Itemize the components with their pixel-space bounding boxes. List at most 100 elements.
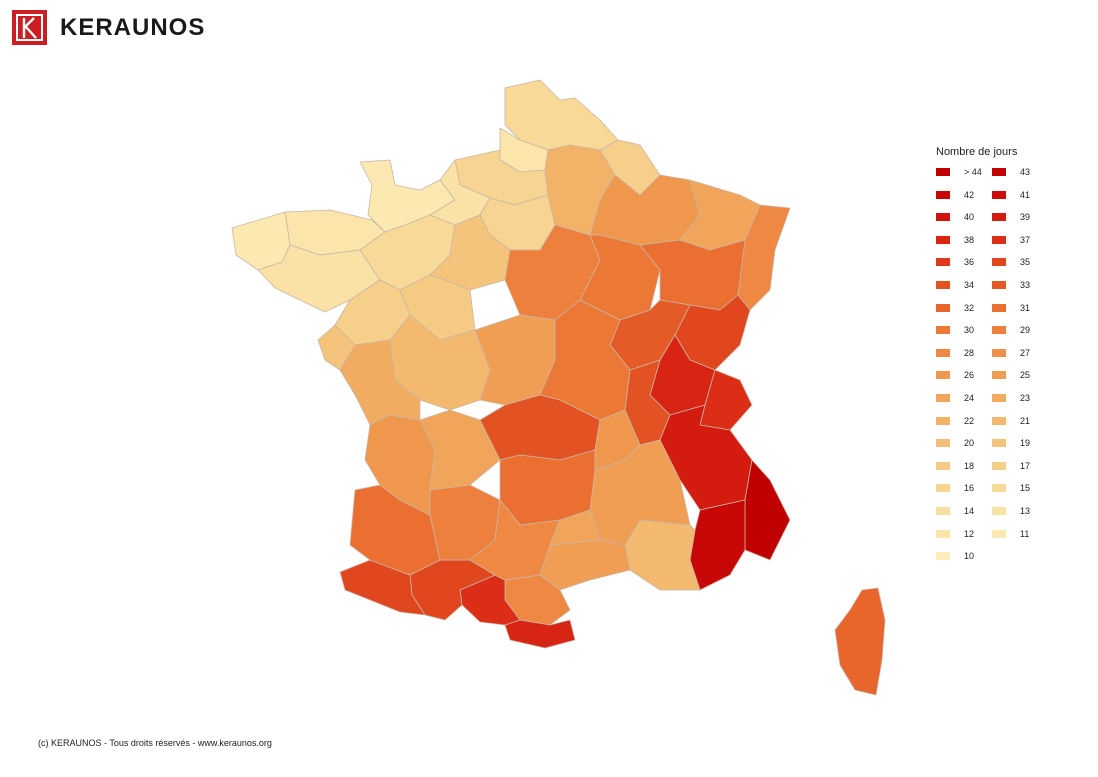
legend-swatch — [936, 461, 950, 470]
region-alpes-maritimes — [744, 459, 791, 561]
legend-swatch — [936, 326, 950, 335]
region-bouches-du-rhone — [624, 519, 701, 591]
legend-swatch — [936, 394, 950, 402]
legend-item: 31 — [992, 303, 1030, 313]
legend-item: 30 — [936, 325, 974, 335]
legend-item: 12 — [936, 529, 974, 539]
legend-item: 11 — [992, 529, 1029, 539]
legend-label: > 44 — [964, 167, 982, 177]
legend-swatch — [992, 529, 1006, 538]
legend-label: 36 — [964, 257, 975, 268]
legend-item: 21 — [992, 416, 1030, 426]
legend-item: 41 — [992, 190, 1030, 200]
legend-swatch — [992, 461, 1006, 470]
legend-label: 16 — [964, 483, 975, 494]
legend-swatch — [992, 348, 1006, 357]
legend-swatch — [936, 258, 950, 267]
legend-swatch — [936, 371, 950, 380]
legend-swatch — [992, 258, 1006, 267]
legend-swatch — [936, 213, 950, 222]
legend-label: 11 — [1020, 528, 1030, 539]
legend-swatch — [992, 168, 1006, 176]
copyright-footer: (c) KERAUNOS - Tous droits réservés - ww… — [38, 738, 272, 748]
legend-item: 18 — [936, 461, 974, 471]
legend-label: 10 — [964, 551, 975, 562]
legend-item: 40 — [936, 212, 974, 222]
legend-label: 37 — [1020, 234, 1031, 245]
legend-swatch — [936, 168, 950, 176]
region-var — [689, 499, 746, 591]
region-nord — [504, 79, 619, 151]
region-centre-nord — [429, 214, 511, 291]
legend-label: 30 — [964, 325, 975, 336]
legend-item: 19 — [992, 438, 1030, 448]
legend-label: 26 — [964, 370, 975, 381]
legend-swatch — [936, 281, 950, 289]
legend-item: 10 — [936, 551, 974, 561]
legend-label: 19 — [1020, 438, 1031, 449]
legend-item: 38 — [936, 235, 974, 245]
legend-label: 31 — [1020, 302, 1031, 313]
legend-swatch — [992, 303, 1006, 312]
region-pyrenees-orientales — [504, 619, 576, 649]
legend-swatch — [992, 326, 1006, 335]
legend-item: 35 — [992, 257, 1030, 267]
legend-item: 14 — [936, 506, 974, 516]
legend-item: 26 — [936, 370, 974, 380]
legend-swatch — [992, 213, 1006, 222]
legend-item: 33 — [992, 280, 1030, 290]
legend-swatch — [992, 371, 1006, 380]
legend-swatch — [936, 439, 950, 448]
brand-name: KERAUNOS — [60, 13, 206, 41]
legend-label: 25 — [1020, 370, 1031, 381]
legend-label: 34 — [964, 280, 975, 290]
legend-label: 15 — [1020, 483, 1031, 494]
region-dordogne — [419, 409, 501, 491]
legend-label: 29 — [1020, 325, 1031, 336]
legend-item: 23 — [992, 393, 1030, 403]
legend-item: 36 — [936, 257, 974, 267]
legend-label: 41 — [1020, 189, 1031, 200]
legend-swatch — [936, 507, 950, 515]
keraunos-logo-icon — [12, 10, 47, 45]
legend-swatch — [992, 281, 1006, 289]
region-bretagne-ouest — [231, 211, 291, 271]
legend-label: 24 — [964, 393, 975, 403]
legend-item: 15 — [992, 483, 1030, 493]
legend-item: 25 — [992, 370, 1030, 380]
legend-item: 42 — [936, 190, 974, 200]
legend-swatch — [936, 416, 950, 425]
legend-label: 22 — [964, 415, 975, 426]
legend-item: 13 — [992, 506, 1030, 516]
legend-label: 28 — [964, 347, 975, 358]
legend-item: 34 — [936, 280, 974, 290]
legend-swatch — [992, 416, 1006, 425]
legend-label: 35 — [1020, 257, 1031, 268]
legend-label: 42 — [964, 189, 975, 200]
legend-item: 37 — [992, 235, 1030, 245]
legend-label: 14 — [964, 506, 975, 516]
legend-item: 32 — [936, 303, 974, 313]
legend-label: 39 — [1020, 212, 1031, 223]
legend-swatch — [936, 348, 950, 357]
legend-title: Nombre de jours — [936, 146, 1018, 158]
legend-label: 21 — [1020, 415, 1031, 426]
legend-item: 20 — [936, 438, 974, 448]
brand-logo: KERAUNOS — [12, 10, 205, 45]
legend: Nombre de jours > 44 43 42 41 40 39 38 37 36 35 34… — [936, 146, 1046, 561]
legend-label: 38 — [964, 234, 975, 245]
region-alpes-hte-provence — [659, 404, 753, 511]
legend-swatch — [992, 507, 1006, 515]
legend-swatch — [992, 235, 1006, 244]
legend-item: 28 — [936, 348, 974, 358]
legend-item: 27 — [992, 348, 1030, 358]
legend-swatch — [936, 529, 950, 538]
legend-label: 17 — [1020, 460, 1031, 471]
region-herault — [539, 539, 631, 591]
legend-swatch — [992, 484, 1006, 493]
legend-item: 24 — [936, 393, 974, 403]
legend-swatch — [936, 303, 950, 312]
legend-item: 16 — [936, 483, 974, 493]
legend-label: 40 — [964, 212, 975, 223]
